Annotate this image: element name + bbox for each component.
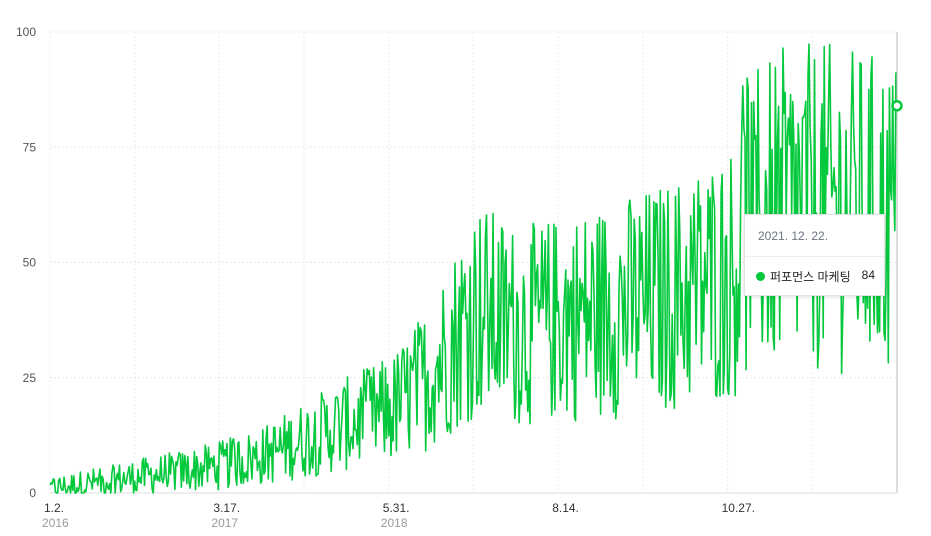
- tooltip-date: 2021. 12. 22.: [758, 229, 829, 243]
- series-line: [49, 43, 898, 494]
- x-tick-label: 1.2.: [44, 501, 64, 515]
- x-tick-year: 2018: [381, 516, 408, 530]
- tooltip-divider: [745, 256, 884, 257]
- y-tick-label: 100: [16, 25, 36, 39]
- x-tick-label: 10.27.: [722, 501, 755, 515]
- chart-tooltip: 2021. 12. 22. 퍼포먼스 마케팅 84: [744, 214, 885, 296]
- y-tick-label: 50: [23, 256, 37, 270]
- hover-point: [891, 100, 903, 112]
- y-tick-label: 75: [23, 140, 37, 154]
- tooltip-series-dot-icon: [756, 272, 765, 281]
- x-tick-label: 8.14.: [552, 501, 579, 515]
- x-tick-year: 2016: [42, 516, 69, 530]
- y-axis-labels: 0 25 50 75 100: [16, 25, 36, 500]
- y-tick-label: 0: [29, 486, 36, 500]
- tooltip-series-name: 퍼포먼스 마케팅: [770, 270, 851, 284]
- series-lines: [49, 43, 898, 494]
- tooltip-value: 84: [861, 268, 875, 282]
- x-tick-year: 2017: [211, 516, 238, 530]
- x-tick-label: 3.17.: [213, 501, 240, 515]
- x-tick-label: 5.31.: [383, 501, 410, 515]
- y-tick-label: 25: [23, 371, 37, 385]
- x-axis-labels: 1.2.2016 3.17.2017 5.31.2018 8.14. 10.27.: [42, 501, 755, 530]
- tooltip-row: 퍼포먼스 마케팅 84: [756, 268, 875, 284]
